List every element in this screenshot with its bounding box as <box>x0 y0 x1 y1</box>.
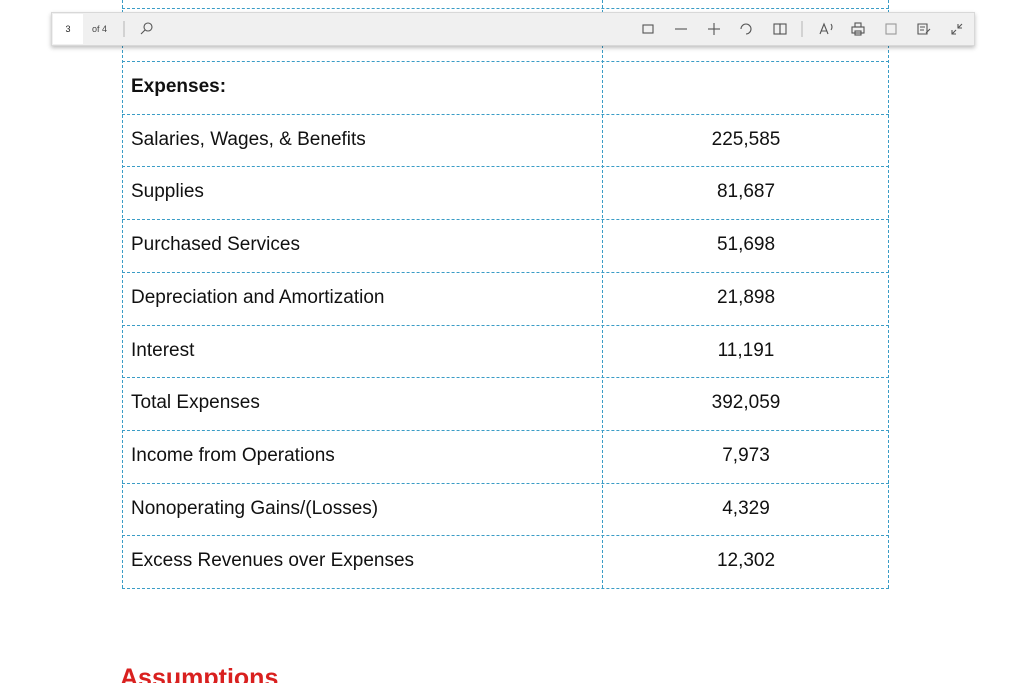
row-border <box>122 219 889 221</box>
row-border <box>122 166 889 168</box>
row-value: 392,059 <box>711 392 781 414</box>
row-border <box>122 588 889 589</box>
row-label: Income from Operations <box>131 444 335 466</box>
exit-fullscreen-icon[interactable] <box>951 23 963 35</box>
row-label: Purchased Services <box>131 234 300 256</box>
pdf-toolbar: 3 of 4 <box>51 12 975 46</box>
row-label: Depreciation and Amortization <box>131 286 385 308</box>
page-view-icon[interactable] <box>779 23 787 35</box>
print-icon[interactable] <box>851 26 865 34</box>
row-value: 4,329 <box>722 497 770 519</box>
row-border <box>122 429 889 431</box>
row-value: 21,898 <box>716 286 776 308</box>
row-border <box>122 271 889 273</box>
row-value: 7,973 <box>722 444 770 466</box>
print-icon[interactable] <box>854 22 862 28</box>
toolbar-icons <box>123 21 963 37</box>
section-heading: Assumptions <box>120 664 279 683</box>
search-icon[interactable] <box>143 22 153 32</box>
row-label: Interest <box>131 339 195 361</box>
section-label: Expenses: <box>131 76 227 97</box>
row-border <box>122 482 889 484</box>
row-value: 11,191 <box>717 339 775 361</box>
fit-icon[interactable] <box>642 24 654 34</box>
row-border <box>122 8 889 9</box>
row-value: 81,687 <box>716 181 776 203</box>
rotate-icon[interactable] <box>740 23 752 35</box>
row-label: Excess Revenues over Expenses <box>131 550 415 572</box>
save-as-icon[interactable] <box>917 23 931 35</box>
row-label: Nonoperating Gains/(Losses) <box>131 497 379 519</box>
row-label: Total Expenses <box>131 392 260 414</box>
row-label: Supplies <box>131 181 204 203</box>
column-border <box>602 0 603 588</box>
row-border <box>122 377 889 379</box>
row-value: 225,585 <box>711 128 781 150</box>
row-border <box>122 61 889 62</box>
column-border <box>122 0 123 588</box>
page-number-input[interactable]: 3 <box>53 14 83 44</box>
row-border <box>122 113 889 115</box>
row-value: 51,698 <box>716 234 776 256</box>
row-label: Salaries, Wages, & Benefits <box>131 128 366 150</box>
search-icon[interactable] <box>140 29 146 35</box>
save-icon[interactable] <box>885 23 897 35</box>
page-view-icon[interactable] <box>773 23 781 35</box>
column-border <box>888 0 889 588</box>
row-border <box>122 535 889 537</box>
read-aloud-icon[interactable] <box>819 22 833 35</box>
print-icon[interactable] <box>854 30 862 36</box>
row-value: 12,302 <box>716 550 776 572</box>
row-border <box>122 324 889 326</box>
page-count: of 4 <box>92 24 108 34</box>
